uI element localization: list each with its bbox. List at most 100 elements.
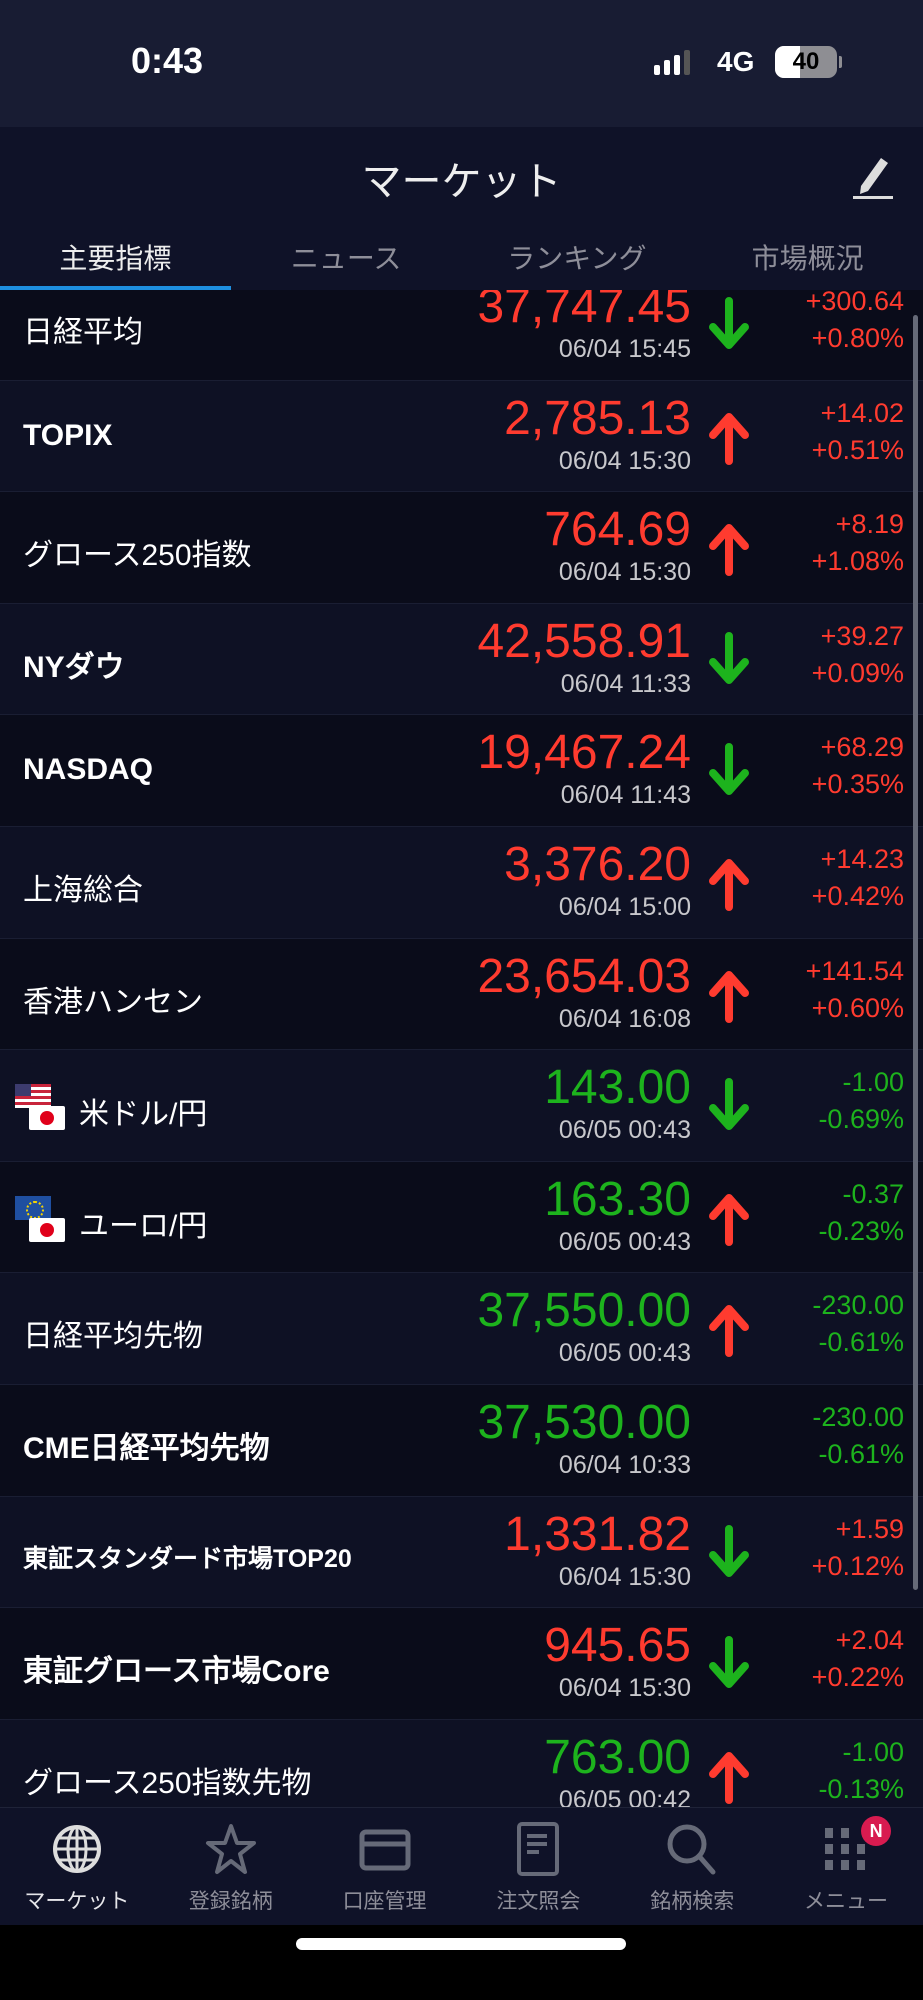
index-name-text: NYダウ — [23, 650, 125, 684]
market-row[interactable]: 東証スタンダード市場TOP20 1,331.82 06/04 15:30 +1.… — [0, 1496, 923, 1609]
price: 37,530.00 — [477, 1395, 691, 1449]
market-row[interactable]: 香港ハンセン 23,654.03 06/04 16:08 +141.54 +0.6… — [0, 938, 923, 1051]
change-percent: +1.08% — [811, 546, 904, 577]
market-row[interactable]: 日経平均 37,747.45 06/04 15:45 +300.64 +0.80% — [0, 290, 923, 381]
change-value: +2.04 — [835, 1625, 904, 1656]
price: 945.65 — [544, 1619, 691, 1673]
grid-icon — [825, 1828, 866, 1870]
change-value: -0.37 — [842, 1178, 904, 1209]
change-percent: +0.60% — [811, 992, 904, 1023]
battery-level: 40 — [792, 48, 820, 75]
notification-badge: N — [861, 1816, 892, 1846]
nav-item-search[interactable]: 銘柄検索 — [615, 1808, 769, 1925]
index-name-text: 東証スタンダード市場TOP20 — [23, 1544, 352, 1573]
change-value: -1.00 — [842, 1067, 904, 1098]
price: 37,747.45 — [477, 290, 691, 333]
index-name: ユーロ/円 — [15, 1195, 207, 1246]
bottom-nav: マーケット 登録銘柄 口座管理 注文照会 銘柄検索 メニュー N — [0, 1807, 923, 1925]
arrow-up-icon — [709, 1305, 749, 1358]
index-name-text: 日経平均 — [23, 316, 143, 349]
nav-label: メニュー — [804, 1890, 889, 1913]
battery-icon: 40 — [775, 46, 837, 78]
market-row[interactable]: ユーロ/円 163.30 06/05 00:43 -0.37 -0.23% — [0, 1161, 923, 1274]
change-value: -230.00 — [812, 1290, 904, 1321]
market-row[interactable]: NASDAQ 19,467.24 06/04 11:43 +68.29 +0.35… — [0, 715, 923, 827]
nav-label: 銘柄検索 — [650, 1890, 735, 1913]
eu-jp-flag-icon — [15, 1195, 67, 1246]
change-value: -1.00 — [842, 1736, 904, 1767]
nav-item-grid[interactable]: メニュー N — [769, 1808, 923, 1925]
tab-main-indices[interactable]: 主要指標 — [0, 227, 231, 290]
index-name: TOPIX — [23, 419, 112, 453]
arrow-down-icon — [709, 1078, 749, 1131]
globe-icon — [52, 1825, 101, 1873]
index-name: 日経平均 — [23, 307, 143, 351]
tab-ranking[interactable]: ランキング — [507, 243, 647, 274]
index-name: NYダウ — [23, 642, 125, 686]
tab-market-overview[interactable]: 市場概況 — [751, 243, 864, 274]
change-value: -230.00 — [812, 1401, 904, 1432]
index-name-text: 上海総合 — [23, 873, 143, 907]
change-value: +141.54 — [805, 955, 904, 986]
index-name-text: CME日経平均先物 — [23, 1431, 270, 1465]
market-row[interactable]: 東証グロース市場Core 945.65 06/04 15:30 +2.04 +0.… — [0, 1608, 923, 1720]
timestamp: 06/04 15:45 — [558, 335, 691, 363]
change-value: +8.19 — [835, 509, 904, 540]
index-name: NASDAQ — [23, 753, 153, 787]
nav-label: 注文照会 — [496, 1890, 581, 1913]
price: 764.69 — [544, 503, 691, 557]
index-name-text: 香港ハンセン — [23, 985, 203, 1019]
arrow-up-icon — [709, 412, 749, 465]
index-name: 米ドル/円 — [15, 1084, 208, 1134]
nav-item-globe[interactable]: マーケット — [0, 1808, 154, 1925]
nav-item-document[interactable]: 注文照会 — [461, 1808, 615, 1925]
price: 19,467.24 — [477, 726, 691, 780]
index-name: グロース250指数 — [23, 530, 252, 574]
timestamp: 06/05 00:43 — [558, 1339, 691, 1368]
index-name-text: グロース250指数 — [23, 539, 252, 573]
change-percent: +0.42% — [811, 880, 904, 911]
index-name-text: 東証グロース市場Core — [23, 1655, 330, 1689]
market-row[interactable]: CME日経平均先物 37,530.00 06/04 10:33 -230.00 -… — [0, 1384, 923, 1497]
price: 1,331.82 — [504, 1507, 691, 1561]
market-row[interactable]: NYダウ 42,558.91 06/04 11:33 +39.27 +0.09% — [0, 603, 923, 716]
app-header: マーケット 主要指標 ニュース ランキング 市場概況 — [0, 127, 923, 290]
nav-item-star[interactable]: 登録銘柄 — [154, 1808, 308, 1925]
timestamp: 06/04 10:33 — [558, 1450, 691, 1479]
change-percent: +0.12% — [811, 1550, 904, 1581]
home-indicator[interactable] — [296, 1938, 626, 1950]
scrollbar[interactable] — [913, 315, 918, 1590]
market-row[interactable]: グロース250指数 764.69 06/04 15:30 +8.19 +1.08% — [0, 492, 923, 604]
price: 42,558.91 — [477, 614, 691, 668]
tab-news[interactable]: ニュース — [290, 243, 402, 274]
arrow-up-icon — [709, 858, 749, 911]
change-percent: +0.80% — [811, 323, 904, 353]
change-percent: -0.69% — [818, 1104, 904, 1135]
market-row[interactable]: グロース250指数先物 763.00 06/05 00:42 -1.00 -0.1… — [0, 1719, 923, 1807]
pencil-icon[interactable] — [851, 152, 895, 200]
change: -0.37 -0.23% — [818, 1176, 904, 1250]
timestamp: 06/04 15:30 — [558, 1674, 691, 1703]
market-row[interactable]: 米ドル/円 143.00 06/05 00:43 -1.00 -0.69% — [0, 1050, 923, 1162]
timestamp: 06/04 15:30 — [558, 446, 691, 475]
timestamp: 06/04 15:00 — [558, 892, 691, 921]
change: -230.00 -0.61% — [812, 1287, 904, 1361]
timestamp: 06/05 00:43 — [558, 1116, 691, 1145]
price: 2,785.13 — [504, 391, 691, 445]
arrow-down-icon — [709, 297, 749, 349]
index-name-text: NASDAQ — [23, 753, 154, 787]
change-percent: -0.23% — [818, 1215, 904, 1246]
change-value: +14.23 — [820, 843, 904, 874]
nav-label: 口座管理 — [342, 1890, 427, 1913]
index-name-text: 米ドル/円 — [79, 1098, 208, 1132]
timestamp: 06/04 16:08 — [558, 1004, 691, 1033]
market-row[interactable]: 日経平均先物 37,550.00 06/05 00:43 -230.00 -0.6… — [0, 1273, 923, 1385]
nav-item-card[interactable]: 口座管理 — [308, 1808, 462, 1925]
change-percent: -0.61% — [818, 1438, 904, 1469]
timestamp: 06/04 11:43 — [560, 781, 691, 810]
market-row[interactable]: 上海総合 3,376.20 06/04 15:00 +14.23 +0.42% — [0, 826, 923, 939]
index-name-text: TOPIX — [23, 418, 113, 452]
price: 163.30 — [544, 1172, 691, 1226]
change: +141.54 +0.60% — [806, 953, 904, 1027]
market-row[interactable]: TOPIX 2,785.13 06/04 15:30 +14.02 +0.51% — [0, 380, 923, 493]
